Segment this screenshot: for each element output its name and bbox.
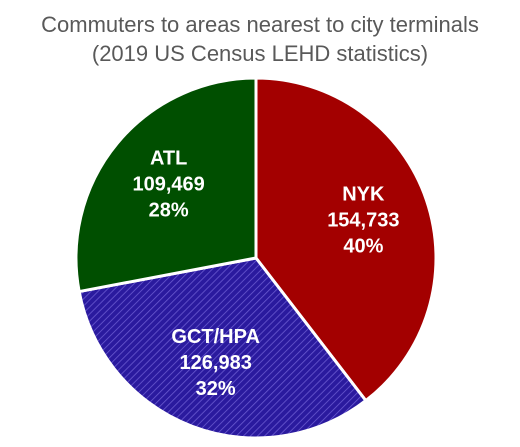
slice-label: ATL 109,469 28%: [133, 148, 205, 222]
category-label: ATL: [150, 148, 187, 170]
slice-label: GCT/HPA 126,983 32%: [171, 326, 260, 400]
chart-subtitle: (2019 US Census LEHD statistics): [92, 41, 428, 66]
pie-slice: [77, 256, 368, 440]
value-label: 109,469: [133, 174, 205, 196]
percent-label: 40%: [343, 236, 383, 258]
pie-slice: [254, 76, 438, 403]
slice-label: NYK 154,733 40%: [327, 184, 399, 258]
percent-label: 32%: [196, 378, 236, 400]
category-label: NYK: [342, 184, 385, 206]
value-label: 126,983: [180, 352, 252, 374]
pie-slice: [74, 76, 258, 294]
chart-title: Commuters to areas nearest to city termi…: [41, 12, 479, 37]
category-label: GCT/HPA: [171, 326, 260, 348]
percent-label: 28%: [149, 200, 189, 222]
value-label: 154,733: [327, 210, 399, 232]
